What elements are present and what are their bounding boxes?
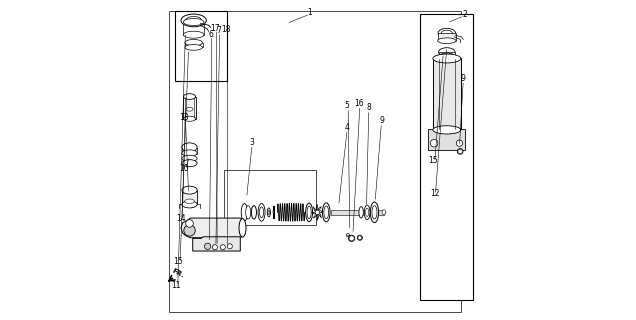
Circle shape: [212, 245, 218, 250]
Ellipse shape: [258, 204, 265, 221]
Ellipse shape: [438, 28, 455, 38]
Ellipse shape: [184, 94, 195, 100]
Polygon shape: [193, 237, 240, 251]
Ellipse shape: [268, 210, 270, 215]
Ellipse shape: [273, 210, 274, 213]
Ellipse shape: [259, 207, 263, 218]
Ellipse shape: [346, 234, 349, 237]
Circle shape: [186, 220, 193, 227]
Ellipse shape: [364, 205, 370, 220]
Ellipse shape: [182, 186, 197, 194]
Bar: [225, 170, 317, 225]
Circle shape: [227, 244, 232, 249]
Ellipse shape: [241, 204, 247, 221]
Text: 15: 15: [428, 156, 438, 165]
Text: 1: 1: [308, 8, 312, 17]
Ellipse shape: [181, 14, 206, 27]
Ellipse shape: [267, 208, 270, 217]
Ellipse shape: [441, 30, 452, 36]
Ellipse shape: [366, 208, 369, 216]
Text: FR.: FR.: [171, 267, 185, 279]
Text: 18: 18: [221, 25, 231, 34]
Ellipse shape: [183, 31, 204, 38]
Bar: [182, 148, 197, 154]
Bar: [331, 210, 384, 215]
Circle shape: [220, 245, 225, 250]
Ellipse shape: [185, 199, 194, 204]
Ellipse shape: [182, 143, 197, 152]
Text: 7: 7: [217, 26, 221, 36]
Ellipse shape: [239, 219, 246, 237]
Bar: [175, 11, 227, 81]
Text: 6: 6: [209, 30, 213, 39]
Text: 13: 13: [179, 113, 189, 122]
Text: 10: 10: [179, 164, 189, 173]
Ellipse shape: [322, 203, 330, 222]
Text: 17: 17: [210, 24, 219, 33]
Bar: [433, 59, 460, 130]
Ellipse shape: [182, 155, 197, 162]
Ellipse shape: [382, 210, 386, 215]
Ellipse shape: [370, 202, 378, 223]
Ellipse shape: [182, 160, 197, 167]
Ellipse shape: [359, 207, 363, 218]
Circle shape: [204, 243, 211, 250]
Ellipse shape: [433, 54, 460, 63]
Bar: [439, 52, 455, 57]
Ellipse shape: [324, 206, 329, 219]
Ellipse shape: [457, 148, 463, 154]
Ellipse shape: [185, 39, 202, 46]
Text: 12: 12: [430, 189, 439, 198]
Text: 5: 5: [344, 101, 349, 110]
Ellipse shape: [184, 116, 195, 121]
Ellipse shape: [182, 201, 197, 208]
Ellipse shape: [439, 53, 455, 60]
Circle shape: [315, 210, 319, 215]
Ellipse shape: [186, 107, 193, 111]
Text: 9: 9: [379, 116, 384, 125]
Circle shape: [431, 140, 438, 147]
Circle shape: [349, 236, 354, 241]
Ellipse shape: [439, 48, 455, 57]
Text: 14: 14: [176, 214, 186, 223]
Text: 3: 3: [249, 138, 254, 147]
Text: 4: 4: [345, 123, 350, 132]
Ellipse shape: [357, 235, 363, 240]
Ellipse shape: [245, 206, 251, 219]
Text: 9: 9: [461, 74, 466, 83]
Ellipse shape: [185, 44, 202, 50]
Circle shape: [184, 225, 195, 236]
Ellipse shape: [251, 206, 256, 219]
Text: 15: 15: [174, 257, 183, 266]
Text: 16: 16: [354, 99, 363, 108]
Circle shape: [358, 236, 362, 240]
Bar: [185, 43, 202, 47]
Bar: [429, 129, 465, 149]
Polygon shape: [181, 218, 242, 238]
Ellipse shape: [438, 38, 456, 44]
Circle shape: [458, 149, 462, 154]
Circle shape: [456, 140, 462, 146]
Bar: [438, 33, 456, 41]
Ellipse shape: [307, 206, 311, 219]
Ellipse shape: [372, 206, 377, 219]
Ellipse shape: [183, 19, 204, 26]
Bar: [182, 190, 197, 204]
Text: 8: 8: [366, 103, 371, 112]
Bar: [183, 22, 204, 35]
Ellipse shape: [349, 235, 355, 242]
Text: 11: 11: [171, 281, 181, 290]
Ellipse shape: [306, 203, 313, 221]
Bar: [184, 97, 195, 119]
Ellipse shape: [182, 150, 197, 156]
Ellipse shape: [186, 16, 202, 24]
Bar: [420, 14, 473, 300]
Ellipse shape: [433, 126, 460, 134]
Text: 2: 2: [462, 10, 467, 19]
